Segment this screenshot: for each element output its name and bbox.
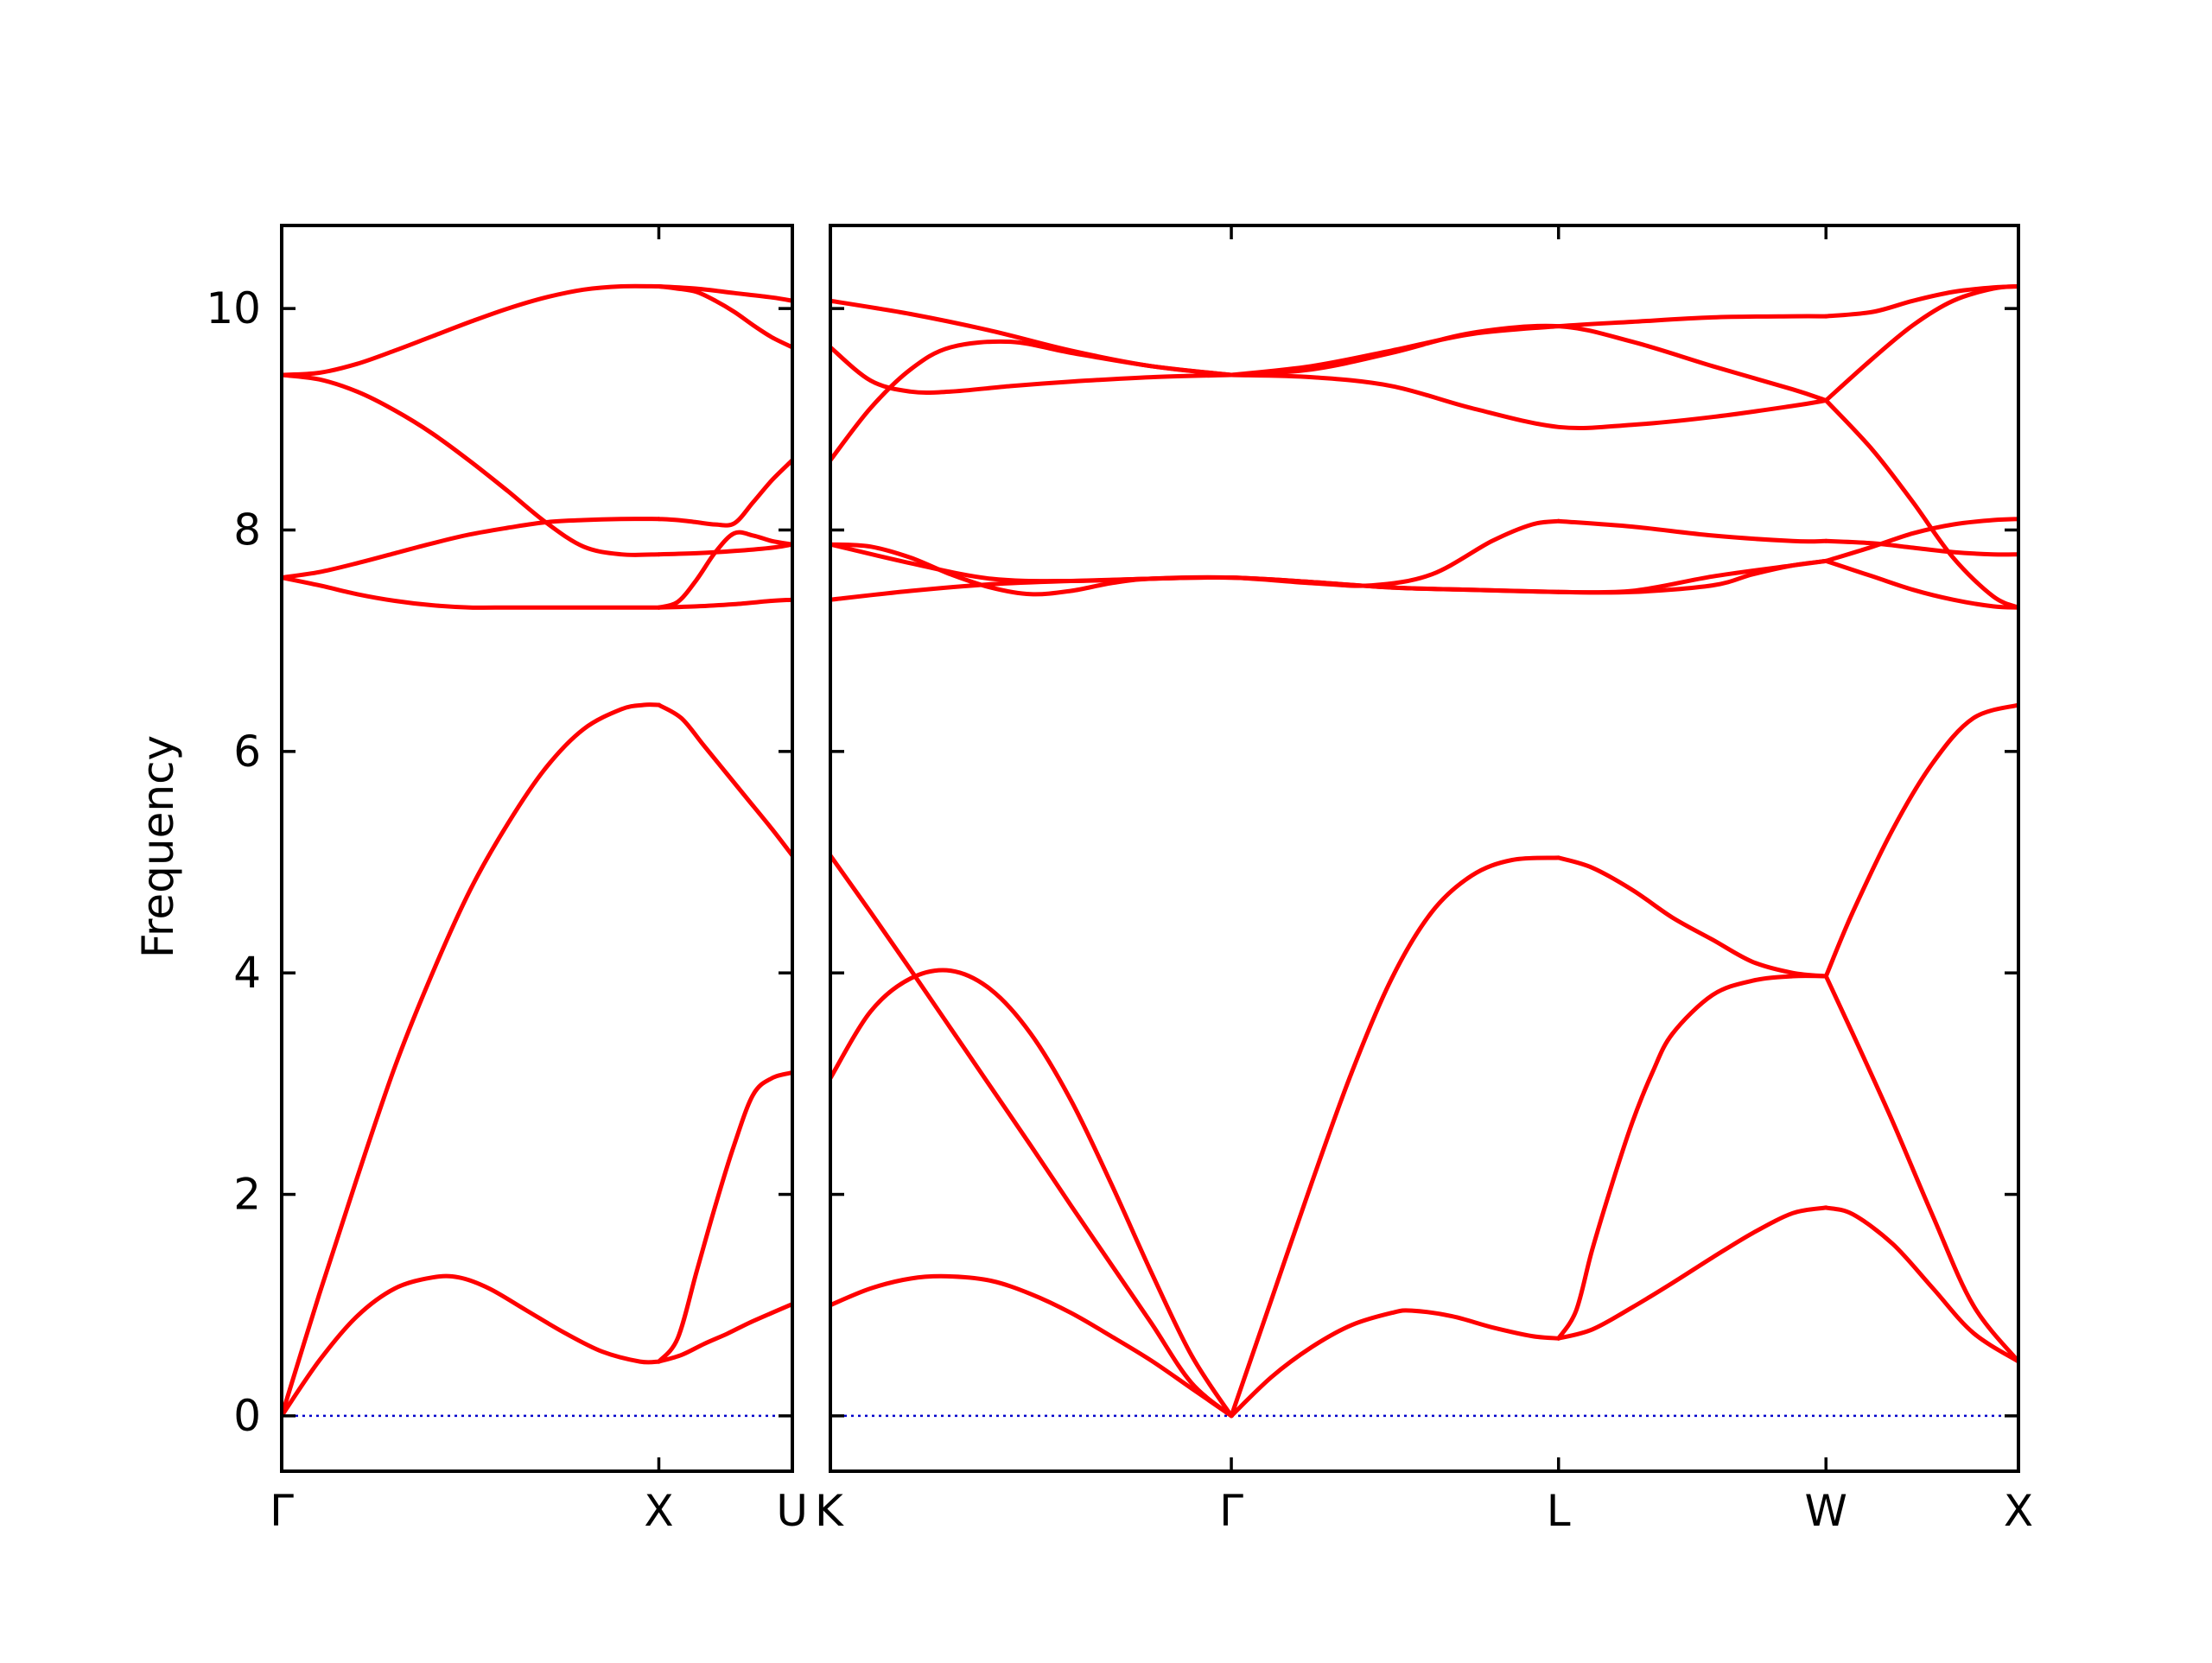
band-line-p2-1 (830, 1273, 1234, 1419)
y-tick-label: 0 (233, 1391, 261, 1441)
band-line-p1-10 (282, 372, 661, 557)
band-line-p2-25 (1229, 323, 1828, 403)
band-line-p1-13 (282, 283, 661, 378)
x-tick-label-Γ: Γ (270, 1486, 294, 1536)
band-line-p2-2 (830, 853, 1234, 1419)
band-line-p1-1 (282, 1273, 661, 1419)
band-line-p1-3 (282, 702, 661, 1419)
band-line-p1-5 (657, 1070, 792, 1364)
y-tick-label: 6 (233, 727, 261, 777)
band-line-p2-3 (830, 968, 1234, 1419)
panel-1: 0 2 4 6 8 10 Γ X U (206, 224, 808, 1536)
x-tick-label-Γ: Γ (1219, 1486, 1243, 1536)
y-tick-label: 10 (206, 283, 261, 333)
band-line-p2-19 (1823, 558, 2018, 610)
panel-frame (280, 224, 794, 1473)
band-line-p1-9 (657, 458, 792, 528)
y-tick-label: 4 (233, 948, 261, 998)
band-line-p1-7 (657, 597, 792, 610)
band-line-p2-21 (830, 345, 1234, 395)
y-tick-label: 2 (233, 1170, 261, 1220)
band-line-p1-8 (282, 517, 661, 581)
x-tick-label-X: X (2004, 1486, 2033, 1536)
band-line-p1-6 (282, 575, 661, 610)
band-line-p2-24 (1229, 372, 1828, 431)
panel-series-group (282, 283, 792, 1419)
y-axis-label: Frequency (133, 735, 183, 958)
band-line-p1-15 (657, 284, 792, 350)
band-line-p2-28 (1823, 398, 2018, 610)
panel-frame (829, 224, 2020, 1473)
band-line-p2-6 (1556, 855, 1828, 979)
band-line-p2-17 (1823, 538, 2018, 557)
x-tick-label-X: X (644, 1486, 673, 1536)
band-line-p2-5 (1229, 855, 1561, 1419)
x-tick-label-W: W (1805, 1486, 1847, 1536)
band-line-p1-2 (657, 1302, 792, 1364)
band-line-p2-9 (1823, 1205, 2018, 1364)
band-line-p2-7 (1556, 1205, 1828, 1341)
band-line-p2-10 (1823, 974, 2018, 1364)
band-line-p1-11 (657, 542, 792, 557)
band-line-p2-22 (830, 298, 1234, 378)
band-line-p2-8 (1556, 974, 1828, 1341)
x-tick-label-K: K (815, 1486, 844, 1536)
x-tick-label-U: U (776, 1486, 808, 1536)
plot-layer: 0 2 4 6 8 10 Γ X U K Γ L W X (206, 224, 2033, 1536)
band-line-p2-4 (1229, 1308, 1561, 1419)
band-line-p2-16 (1556, 518, 1828, 544)
band-line-p2-15 (1556, 558, 1828, 595)
y-tick-label: 8 (233, 505, 261, 555)
band-line-p2-14 (830, 542, 1561, 594)
x-tick-label-L: L (1547, 1486, 1571, 1536)
band-line-p1-4 (657, 702, 792, 858)
band-line-p2-27 (1823, 284, 2018, 403)
band-line-p2-11 (1823, 702, 2018, 979)
band-line-p1-12 (657, 530, 792, 610)
panel-series-group (830, 284, 2018, 1419)
